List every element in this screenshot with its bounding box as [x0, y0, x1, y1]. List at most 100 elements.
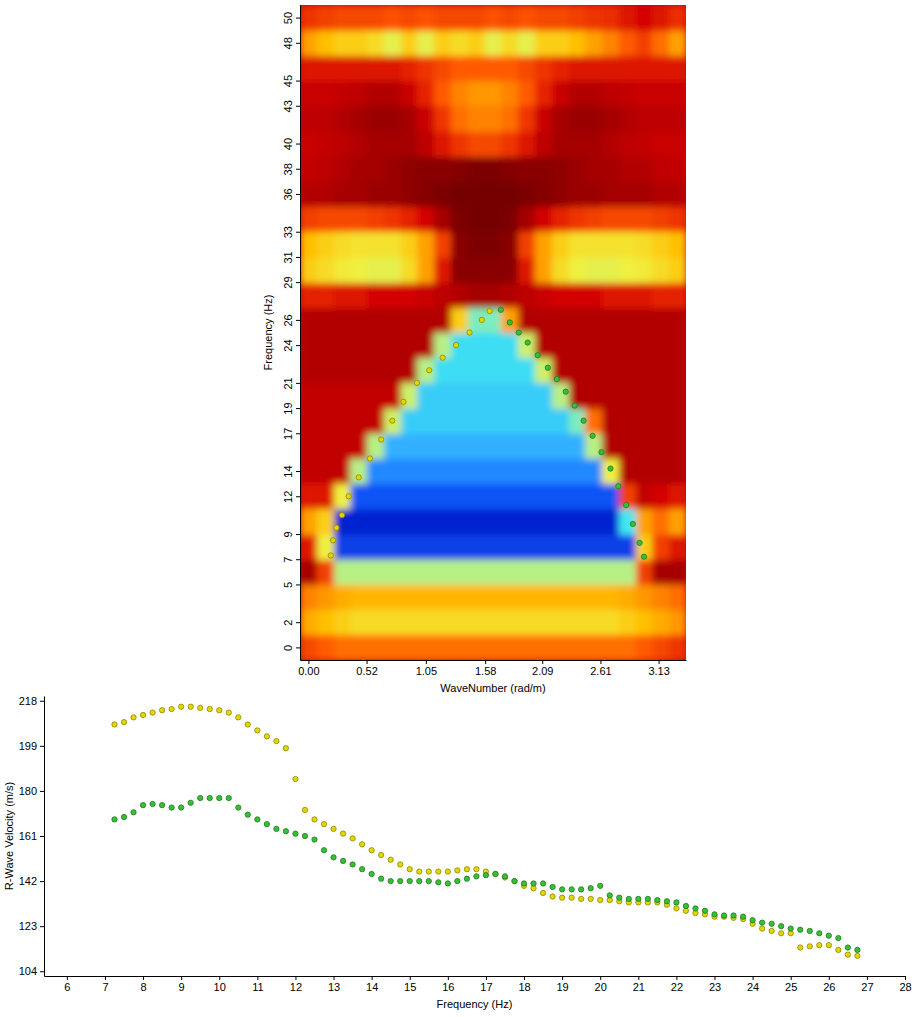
tick-label: 20: [595, 981, 607, 993]
point: [330, 538, 335, 543]
point: [817, 931, 822, 936]
heatmap-cell: [652, 5, 669, 31]
heatmap-cell: [652, 207, 669, 233]
tick-mark: [753, 976, 754, 980]
tick: 19: [282, 402, 300, 414]
heatmap-cell: [417, 433, 434, 459]
heatmap-cell: [334, 358, 351, 384]
heatmap-cell: [300, 584, 317, 610]
point: [550, 884, 555, 889]
heatmap-cell: [552, 232, 569, 258]
tick-label: 33: [282, 226, 294, 238]
tick-label: 21: [633, 981, 645, 993]
heatmap-cell: [669, 207, 686, 233]
tick-label: 17: [282, 428, 294, 440]
series: [498, 307, 647, 559]
heatmap-cell: [602, 458, 619, 484]
tick-mark: [659, 660, 660, 664]
heatmap-cell: [334, 534, 351, 560]
tick: 19: [556, 976, 568, 993]
heatmap-cell: [585, 81, 602, 107]
point: [414, 380, 419, 385]
heatmap-cell: [300, 559, 317, 585]
heatmap-cell: [569, 55, 586, 81]
heatmap-cell: [619, 534, 636, 560]
heatmap-cell: [367, 383, 384, 409]
heatmap-cell: [334, 307, 351, 333]
heatmap-cell: [518, 408, 535, 434]
tick: 2.09: [532, 660, 553, 677]
heatmap-cell: [585, 5, 602, 31]
heatmap-cell: [669, 81, 686, 107]
heatmap-cell: [585, 30, 602, 56]
heatmap-cell: [569, 509, 586, 535]
point: [150, 801, 155, 806]
heatmap-cell: [367, 333, 384, 359]
heatmap-cell: [317, 257, 334, 283]
point: [188, 800, 193, 805]
heatmap-cell: [619, 181, 636, 207]
heatmap-cell: [602, 534, 619, 560]
point: [350, 836, 355, 841]
point: [388, 857, 393, 862]
tick: 27: [861, 976, 873, 993]
heatmap-cell: [501, 232, 518, 258]
heatmap-cell: [485, 635, 502, 660]
point: [540, 881, 545, 886]
heatmap-cell: [417, 81, 434, 107]
heatmap-cell: [636, 559, 653, 585]
heatmap-cell: [417, 484, 434, 510]
heatmap-cell: [518, 207, 535, 233]
heatmap-cell: [569, 433, 586, 459]
tick-mark: [295, 976, 296, 980]
heatmap-cell: [417, 458, 434, 484]
heatmap-cell: [451, 458, 468, 484]
tick-mark: [524, 976, 525, 980]
heatmap-cell: [401, 333, 418, 359]
heatmap-cell: [417, 106, 434, 132]
tick-mark: [257, 976, 258, 980]
point: [598, 897, 603, 902]
point: [455, 868, 460, 873]
heatmap-cell: [619, 156, 636, 182]
heatmap-cell: [401, 232, 418, 258]
heatmap-cell: [552, 30, 569, 56]
heatmap-cell: [602, 584, 619, 610]
point: [359, 867, 364, 872]
heatmap-cell: [619, 207, 636, 233]
tick-label: 9: [179, 981, 185, 993]
point: [588, 886, 593, 891]
heatmap-cell: [569, 106, 586, 132]
tick-mark: [867, 976, 868, 980]
heatmap-cell: [434, 131, 451, 157]
y-axis: 104123142161180199218: [19, 695, 45, 978]
heatmap-cell: [501, 333, 518, 359]
heatmap-cell: [652, 333, 669, 359]
point: [426, 869, 431, 874]
heatmap-cell: [569, 559, 586, 585]
point: [563, 389, 568, 394]
point: [464, 867, 469, 872]
heatmap-cell: [501, 458, 518, 484]
heatmap-cell: [451, 358, 468, 384]
heatmap-cell: [367, 509, 384, 535]
point: [798, 945, 803, 950]
point: [436, 869, 441, 874]
heatmap-cell: [585, 458, 602, 484]
heatmap-cell: [585, 106, 602, 132]
tick: 50: [282, 12, 300, 24]
heatmap-cell: [350, 55, 367, 81]
heatmap-cell: [569, 5, 586, 31]
heatmap-cell: [468, 559, 485, 585]
heatmap-cell: [384, 408, 401, 434]
heatmap-cell: [417, 635, 434, 660]
point: [378, 437, 383, 442]
point: [641, 554, 646, 559]
heatmap-cell: [518, 383, 535, 409]
tick-mark: [296, 383, 300, 384]
heatmap-cell: [501, 610, 518, 636]
heatmap-cell: [384, 484, 401, 510]
heatmap-cell: [334, 181, 351, 207]
point: [312, 817, 317, 822]
heatmap-cell: [417, 30, 434, 56]
